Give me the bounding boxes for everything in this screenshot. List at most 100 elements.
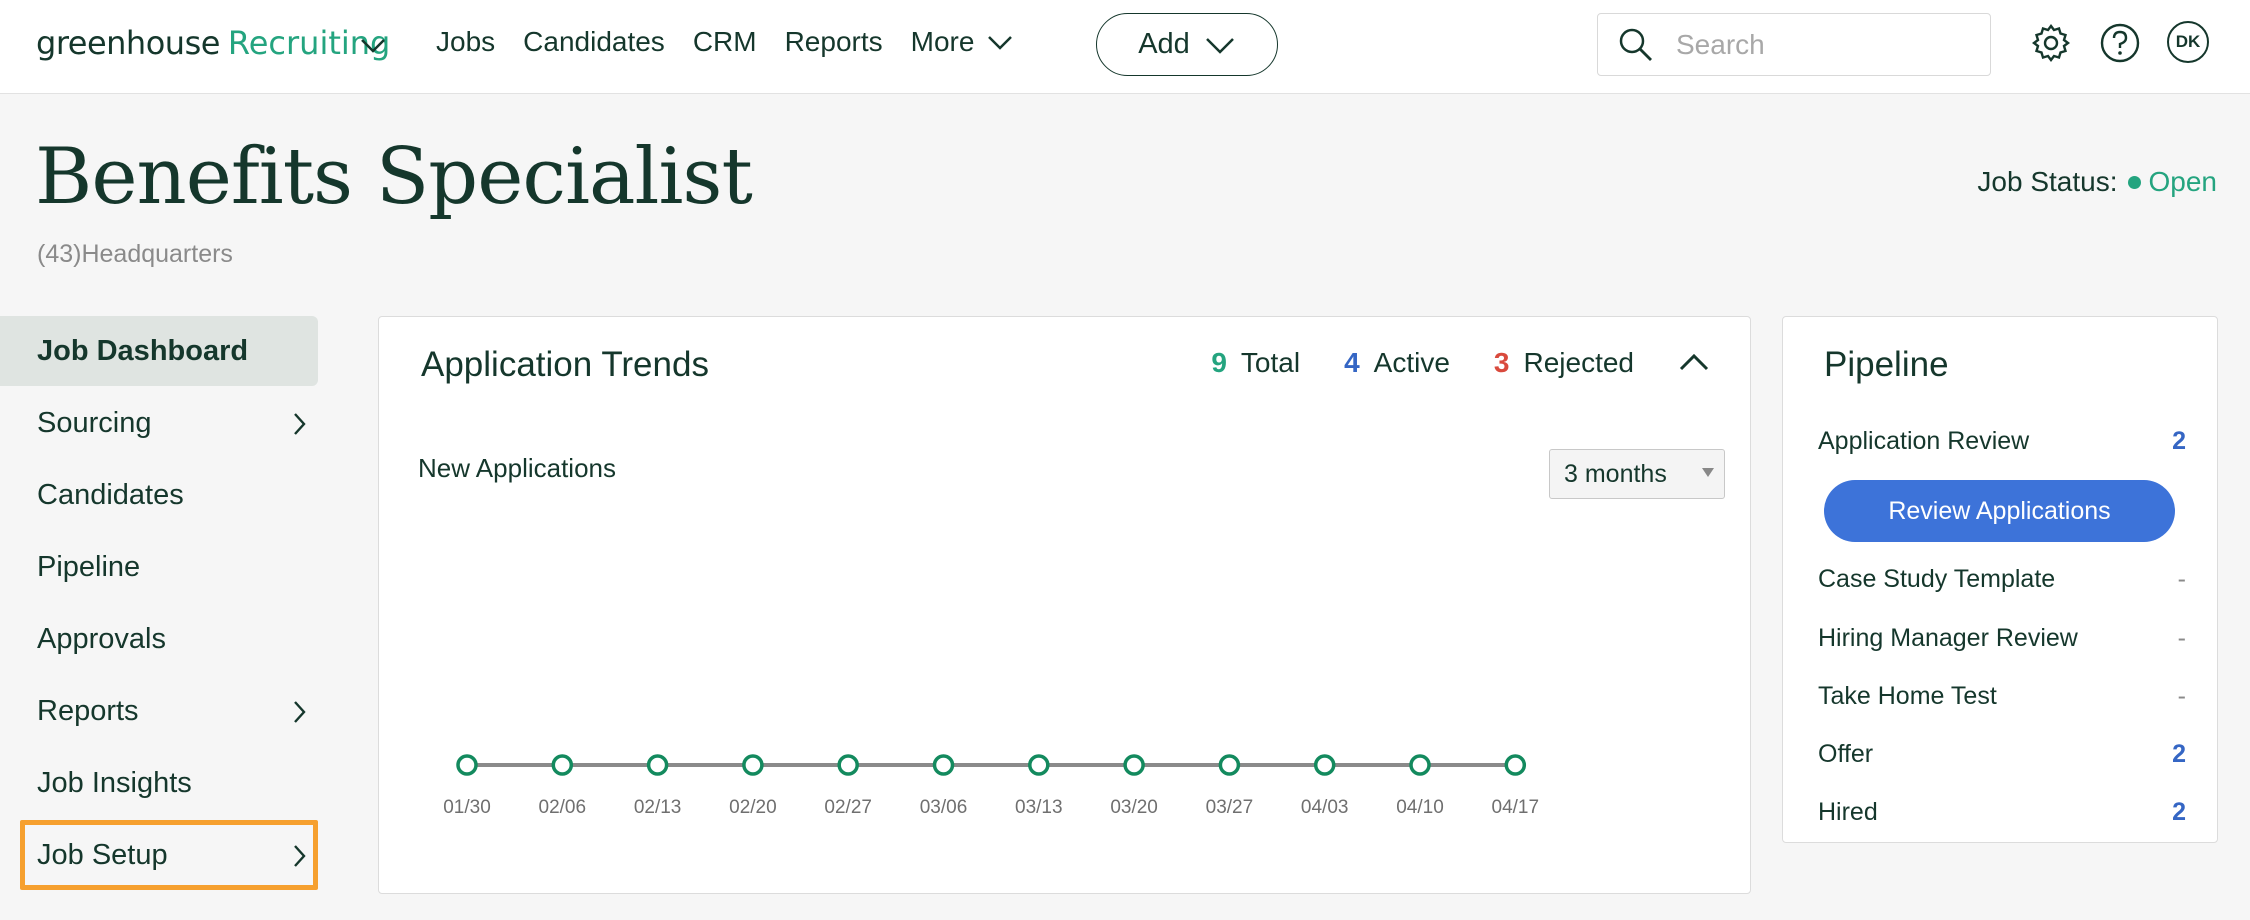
new-applications-chart: 01/30 02/06 02/13 02/20 02/27 03/06 03/13 03/20…: [443, 754, 1540, 818]
chevron-right-icon: [294, 701, 306, 723]
x-tick-label: 03/20: [1110, 797, 1158, 818]
data-point[interactable]: [1313, 754, 1336, 776]
pipeline-stage-label: Application Review: [1818, 427, 2030, 455]
status-badge[interactable]: Open: [2148, 166, 2218, 197]
application-trends-card: Application Trends 9 Total 4 Active 3 Re…: [378, 316, 1751, 894]
brand-logo[interactable]: greenhouse Recruiting: [36, 24, 390, 62]
chevron-right-icon: [294, 413, 306, 435]
pipeline-stage-count[interactable]: 2: [2172, 427, 2186, 455]
pipeline-stage-label: Offer: [1818, 740, 1874, 768]
x-tick-label: 02/13: [634, 797, 682, 818]
active-count-value: 4: [1344, 347, 1360, 378]
page-title: Benefits Specialist: [35, 132, 753, 222]
nav-more[interactable]: More: [911, 26, 1015, 58]
chevron-down-icon[interactable]: [358, 34, 388, 56]
data-point[interactable]: [1504, 754, 1527, 776]
pipeline-row[interactable]: Take Home Test -: [1818, 682, 2186, 711]
x-tick-label: 03/13: [1015, 797, 1063, 818]
sidebar-item-job-setup[interactable]: Job Setup: [20, 820, 318, 890]
application-counts: 9 Total 4 Active 3 Rejected: [1211, 347, 1710, 379]
pipeline-row[interactable]: Offer 2: [1818, 740, 2186, 769]
gear-icon[interactable]: [2030, 22, 2072, 64]
pipeline-stage-count[interactable]: 2: [2172, 798, 2186, 826]
sidebar-item-label: Job Setup: [37, 838, 168, 871]
rejected-count-value: 3: [1493, 347, 1510, 378]
sidebar-item-job-dashboard[interactable]: Job Dashboard: [0, 316, 318, 386]
chevron-down-icon: [988, 36, 1013, 50]
job-status: Job Status: Open: [1977, 166, 2217, 198]
status-dot-icon: [2127, 175, 2141, 189]
sidebar: Job Dashboard Sourcing Candidates Pipeli…: [0, 316, 318, 892]
x-tick-label: 01/30: [443, 797, 491, 818]
search-icon: [1619, 28, 1652, 61]
sidebar-item-approvals[interactable]: Approvals: [0, 604, 318, 674]
nav-crm[interactable]: CRM: [692, 26, 757, 57]
pipeline-stage-count: -: [2177, 624, 2186, 652]
sidebar-item-label: Job Insights: [37, 766, 192, 799]
chevron-up-icon[interactable]: [1678, 353, 1710, 373]
pipeline-row[interactable]: Hired 2: [1818, 798, 2186, 827]
data-point[interactable]: [932, 754, 955, 776]
chevron-right-icon: [294, 845, 306, 867]
help-icon[interactable]: [2099, 22, 2141, 64]
job-status-label: Job Status:: [1977, 166, 2118, 197]
sidebar-item-job-insights[interactable]: Job Insights: [0, 748, 318, 818]
card-title: Application Trends: [421, 345, 709, 384]
data-point[interactable]: [1409, 754, 1431, 776]
review-applications-button[interactable]: Review Applications: [1824, 480, 2175, 542]
x-tick-label: 02/20: [729, 797, 777, 818]
sidebar-item-candidates[interactable]: Candidates: [0, 460, 318, 530]
pipeline-stage-count: -: [2177, 682, 2186, 710]
card-title: Pipeline: [1824, 345, 1949, 384]
sidebar-item-pipeline[interactable]: Pipeline: [0, 532, 318, 602]
data-point[interactable]: [742, 754, 764, 776]
pipeline-row[interactable]: Hiring Manager Review -: [1818, 624, 2186, 653]
data-point[interactable]: [646, 754, 669, 776]
pipeline-card: Pipeline Application Review 2 Review App…: [1782, 316, 2218, 843]
pipeline-stage-count[interactable]: 2: [2172, 740, 2186, 768]
sidebar-item-label: Sourcing: [37, 406, 152, 439]
x-tick-label: 04/03: [1301, 797, 1349, 818]
sidebar-item-reports[interactable]: Reports: [0, 676, 318, 746]
x-tick-label: 04/17: [1492, 797, 1540, 818]
sidebar-item-sourcing[interactable]: Sourcing: [0, 388, 318, 458]
sidebar-item-label: Approvals: [37, 622, 166, 655]
pipeline-row[interactable]: Application Review 2: [1818, 427, 2186, 456]
caret-down-icon: [1702, 468, 1714, 477]
nav-candidates[interactable]: Candidates: [523, 26, 665, 57]
nav-more-label: More: [910, 26, 975, 57]
data-point[interactable]: [1123, 754, 1145, 776]
add-button-label: Add: [1138, 28, 1190, 60]
main-nav: Jobs Candidates CRM Reports More: [436, 26, 1042, 58]
sidebar-item-label: Reports: [37, 694, 139, 727]
sidebar-item-label: Pipeline: [37, 550, 141, 583]
active-count: 4 Active: [1344, 347, 1450, 379]
search-box: [1597, 13, 1991, 76]
total-count: 9 Total: [1211, 347, 1300, 379]
search-input[interactable]: [1676, 28, 1956, 61]
nav-jobs[interactable]: Jobs: [436, 26, 496, 57]
rejected-count-label: Rejected: [1523, 347, 1634, 378]
data-point[interactable]: [1028, 754, 1050, 776]
sidebar-item-label: Candidates: [37, 478, 184, 511]
x-tick-label: 02/27: [824, 797, 872, 818]
active-count-label: Active: [1373, 347, 1450, 378]
nav-reports[interactable]: Reports: [784, 26, 883, 57]
x-tick-label: 02/06: [539, 797, 587, 818]
pipeline-stage-label: Hiring Manager Review: [1818, 624, 2078, 652]
data-point[interactable]: [456, 754, 478, 776]
add-button[interactable]: Add: [1096, 13, 1278, 76]
sidebar-item-label: Job Dashboard: [37, 334, 249, 367]
avatar[interactable]: DK: [2167, 21, 2209, 63]
pipeline-stage-label: Case Study Template: [1818, 565, 2056, 593]
chevron-down-icon: [1205, 37, 1234, 54]
data-point[interactable]: [551, 754, 574, 776]
brand-name: greenhouse: [36, 24, 220, 62]
pipeline-row[interactable]: Case Study Template -: [1818, 565, 2186, 594]
data-point[interactable]: [837, 754, 859, 776]
pipeline-stage-count: -: [2177, 565, 2186, 593]
range-select[interactable]: 3 months: [1549, 449, 1725, 499]
x-tick-label: 03/27: [1206, 797, 1254, 818]
data-point[interactable]: [1218, 754, 1241, 776]
x-tick-label: 04/10: [1396, 797, 1444, 818]
